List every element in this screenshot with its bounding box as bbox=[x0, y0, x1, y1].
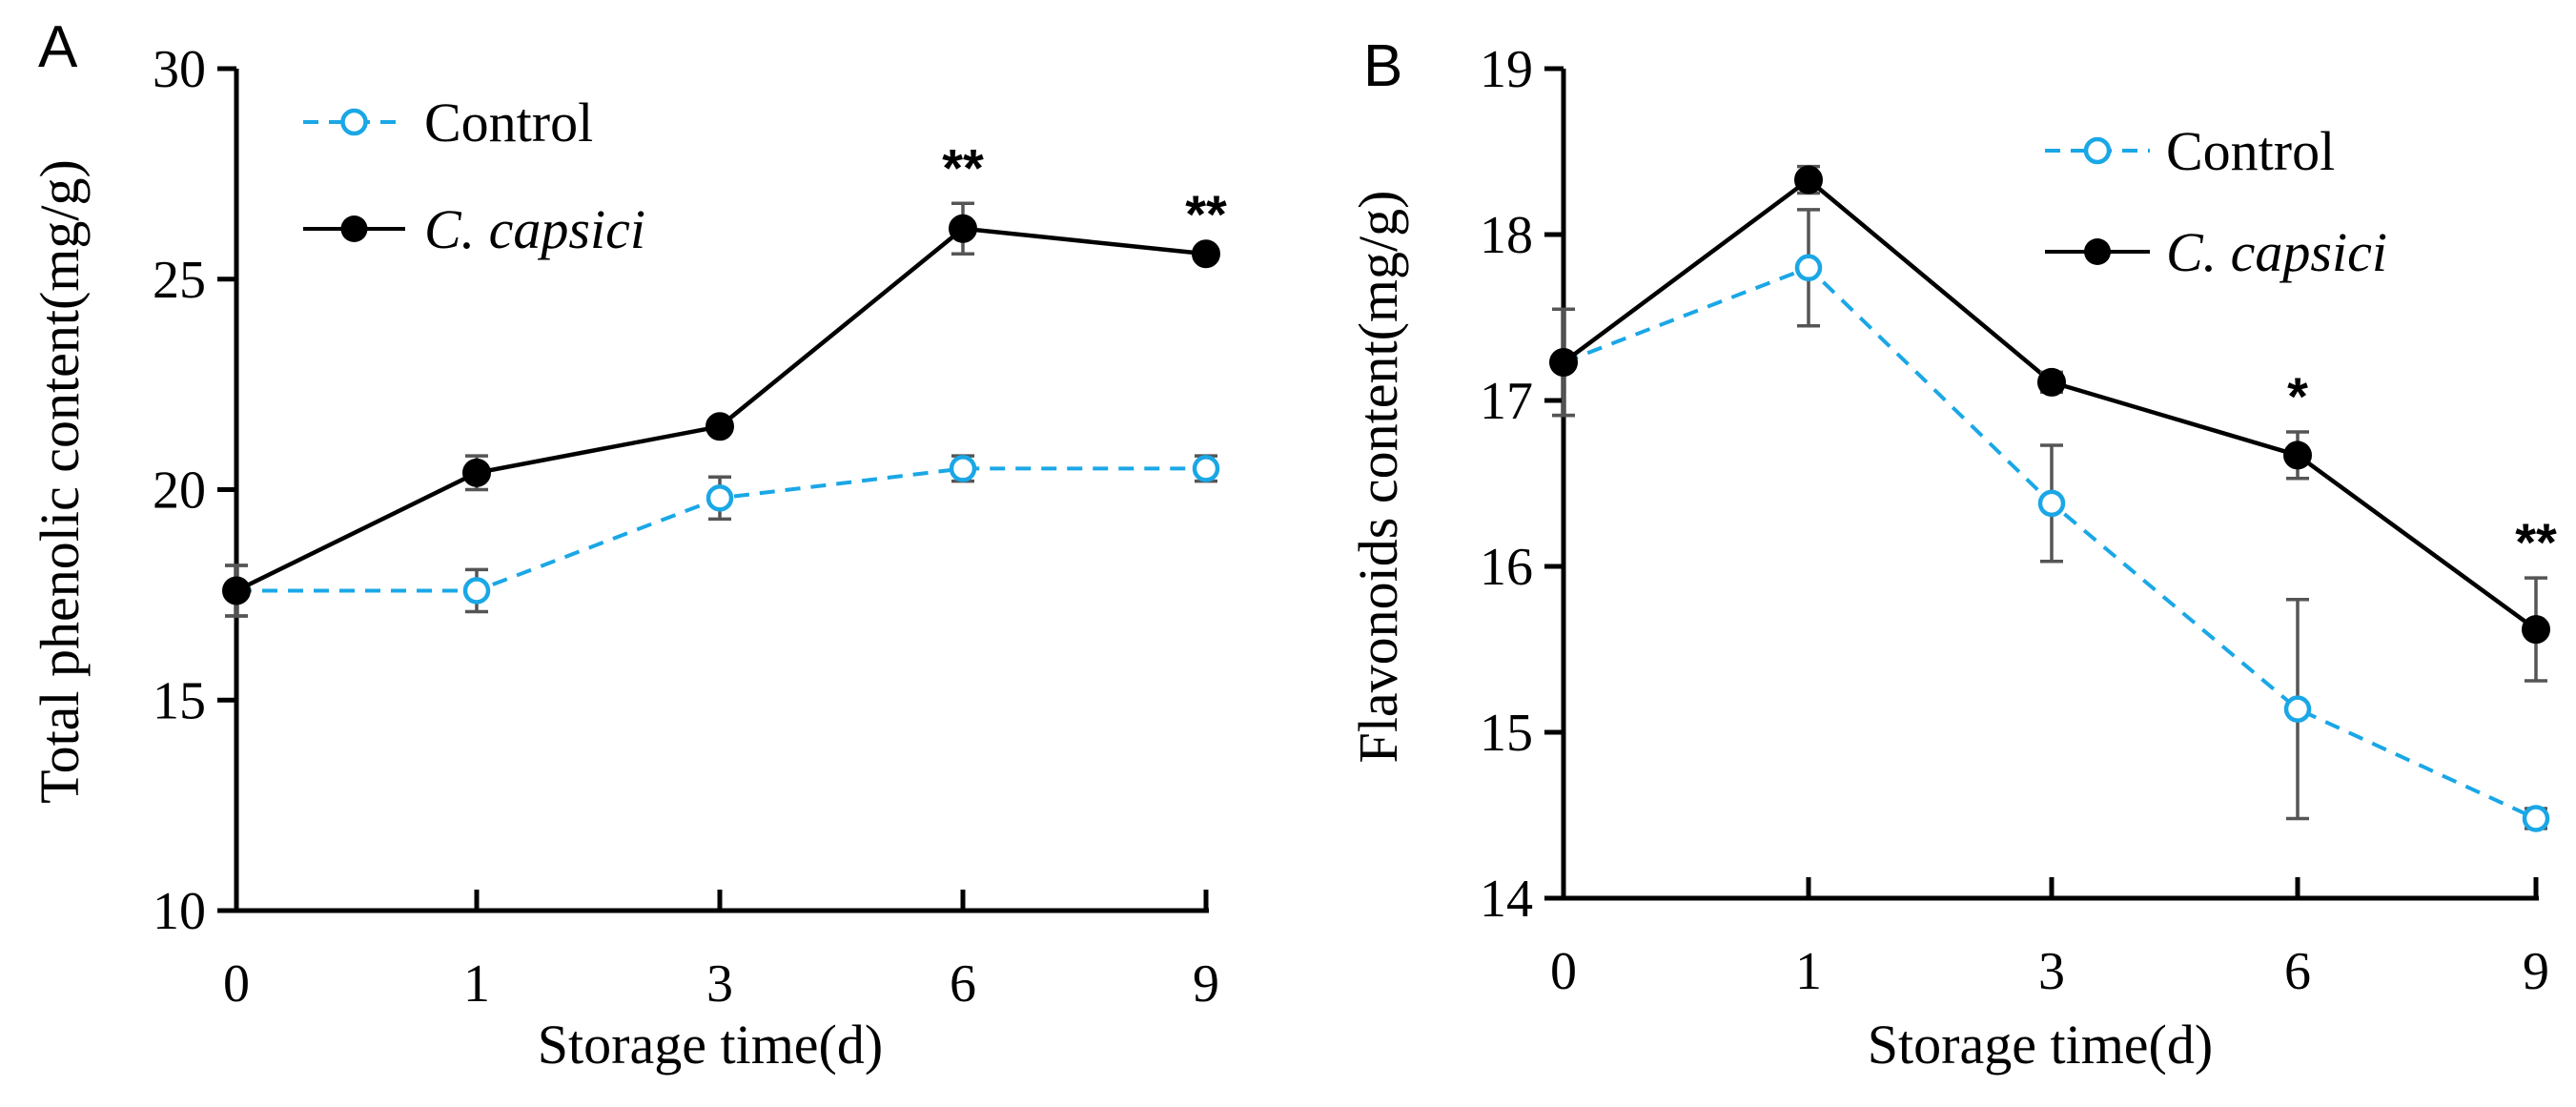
data-point bbox=[2522, 805, 2550, 832]
data-point bbox=[2037, 367, 2066, 397]
data-point bbox=[949, 214, 977, 243]
significance-mark: ** bbox=[1185, 184, 1227, 244]
data-point bbox=[1549, 347, 1578, 377]
data-point bbox=[2283, 441, 2312, 470]
x-tick-label: 0 bbox=[223, 954, 250, 1014]
data-point bbox=[949, 455, 977, 482]
y-tick-label: 16 bbox=[1480, 538, 1533, 597]
legend-label: Control bbox=[2166, 120, 2335, 182]
significance-mark: ** bbox=[942, 137, 984, 197]
x-tick-label: 1 bbox=[1795, 942, 1822, 1001]
legend-entry: Control bbox=[2045, 120, 2335, 182]
data-point bbox=[2037, 489, 2066, 518]
legend-swatch-marker bbox=[2083, 136, 2112, 165]
legend-label: C. capsici bbox=[2166, 221, 2387, 283]
legend-entry: C. capsici bbox=[2045, 221, 2387, 283]
y-tick-label: 17 bbox=[1480, 372, 1533, 431]
y-tick-label: 19 bbox=[1480, 40, 1533, 99]
x-ticks: 0 1 3 6 9 bbox=[223, 890, 1219, 1014]
legend-entry: Control bbox=[303, 92, 593, 154]
y-axis-title: Flavonoids content(mg/g) bbox=[1347, 191, 1409, 764]
data-point bbox=[222, 576, 251, 605]
y-tick-label: 14 bbox=[1480, 870, 1533, 929]
significance-mark: * bbox=[2287, 366, 2308, 426]
data-point bbox=[2283, 695, 2312, 723]
legend-swatch-marker bbox=[340, 215, 368, 242]
series-c-capsici bbox=[1549, 164, 2550, 683]
y-tick-label: 10 bbox=[153, 882, 206, 941]
data-point bbox=[1192, 239, 1220, 269]
series-line bbox=[235, 226, 1207, 593]
legend-label: Control bbox=[424, 92, 593, 154]
y-tick-label: 15 bbox=[1480, 704, 1533, 763]
x-tick-label: 9 bbox=[2523, 942, 2549, 1001]
series-layer bbox=[222, 201, 1220, 618]
y-tick-label: 30 bbox=[153, 40, 206, 99]
x-tick-label: 3 bbox=[706, 954, 733, 1014]
y-tick-label: 20 bbox=[153, 461, 206, 521]
legend: Control C. capsici bbox=[303, 92, 645, 260]
legend-swatch-marker bbox=[2084, 238, 2111, 265]
x-tick-label: 0 bbox=[1550, 942, 1577, 1001]
significance-marks: ** ** bbox=[942, 137, 1227, 244]
significance-mark: ** bbox=[2515, 512, 2557, 572]
x-tick-label: 1 bbox=[463, 954, 490, 1014]
y-ticks: 14 15 16 17 18 19 bbox=[1480, 40, 1564, 929]
panel-label: A bbox=[38, 14, 78, 80]
x-tick-label: 3 bbox=[2038, 942, 2065, 1001]
legend-entry: C. capsici bbox=[303, 198, 645, 260]
y-axis-title: Total phenolic content(mg/g) bbox=[29, 159, 91, 804]
series-control bbox=[222, 454, 1220, 618]
significance-marks: *** bbox=[2287, 366, 2557, 572]
series-control bbox=[1549, 208, 2550, 832]
legend-swatch-marker bbox=[340, 108, 368, 136]
data-point bbox=[1794, 254, 1823, 282]
series-layer bbox=[1549, 164, 2550, 832]
data-point bbox=[2522, 615, 2550, 645]
x-axis-title: Storage time(d) bbox=[538, 1014, 883, 1076]
series-line bbox=[1563, 265, 2537, 821]
y-ticks: 10 15 20 25 30 bbox=[153, 40, 236, 941]
data-point bbox=[1192, 455, 1220, 482]
data-point bbox=[462, 458, 491, 487]
data-point bbox=[1794, 165, 1823, 195]
data-point bbox=[705, 484, 734, 512]
x-tick-label: 6 bbox=[2284, 942, 2311, 1001]
data-point bbox=[462, 577, 491, 605]
panel-label: B bbox=[1363, 33, 1402, 99]
panel-b: B Flavonoids content(mg/g) Storage time(… bbox=[1347, 33, 2557, 1076]
x-tick-label: 9 bbox=[1193, 954, 1219, 1014]
legend-label: C. capsici bbox=[424, 198, 645, 260]
series-c-capsici bbox=[222, 201, 1220, 618]
x-tick-label: 6 bbox=[950, 954, 976, 1014]
y-tick-label: 25 bbox=[153, 251, 206, 310]
data-point bbox=[705, 412, 734, 441]
legend: Control C. capsici bbox=[2045, 120, 2387, 283]
x-ticks: 0 1 3 6 9 bbox=[1550, 877, 2549, 1001]
y-tick-label: 18 bbox=[1480, 206, 1533, 265]
y-tick-label: 15 bbox=[153, 671, 206, 730]
panel-a: A Total phenolic content(mg/g) Storage t… bbox=[29, 14, 1227, 1076]
x-axis-title: Storage time(d) bbox=[1868, 1014, 2213, 1076]
